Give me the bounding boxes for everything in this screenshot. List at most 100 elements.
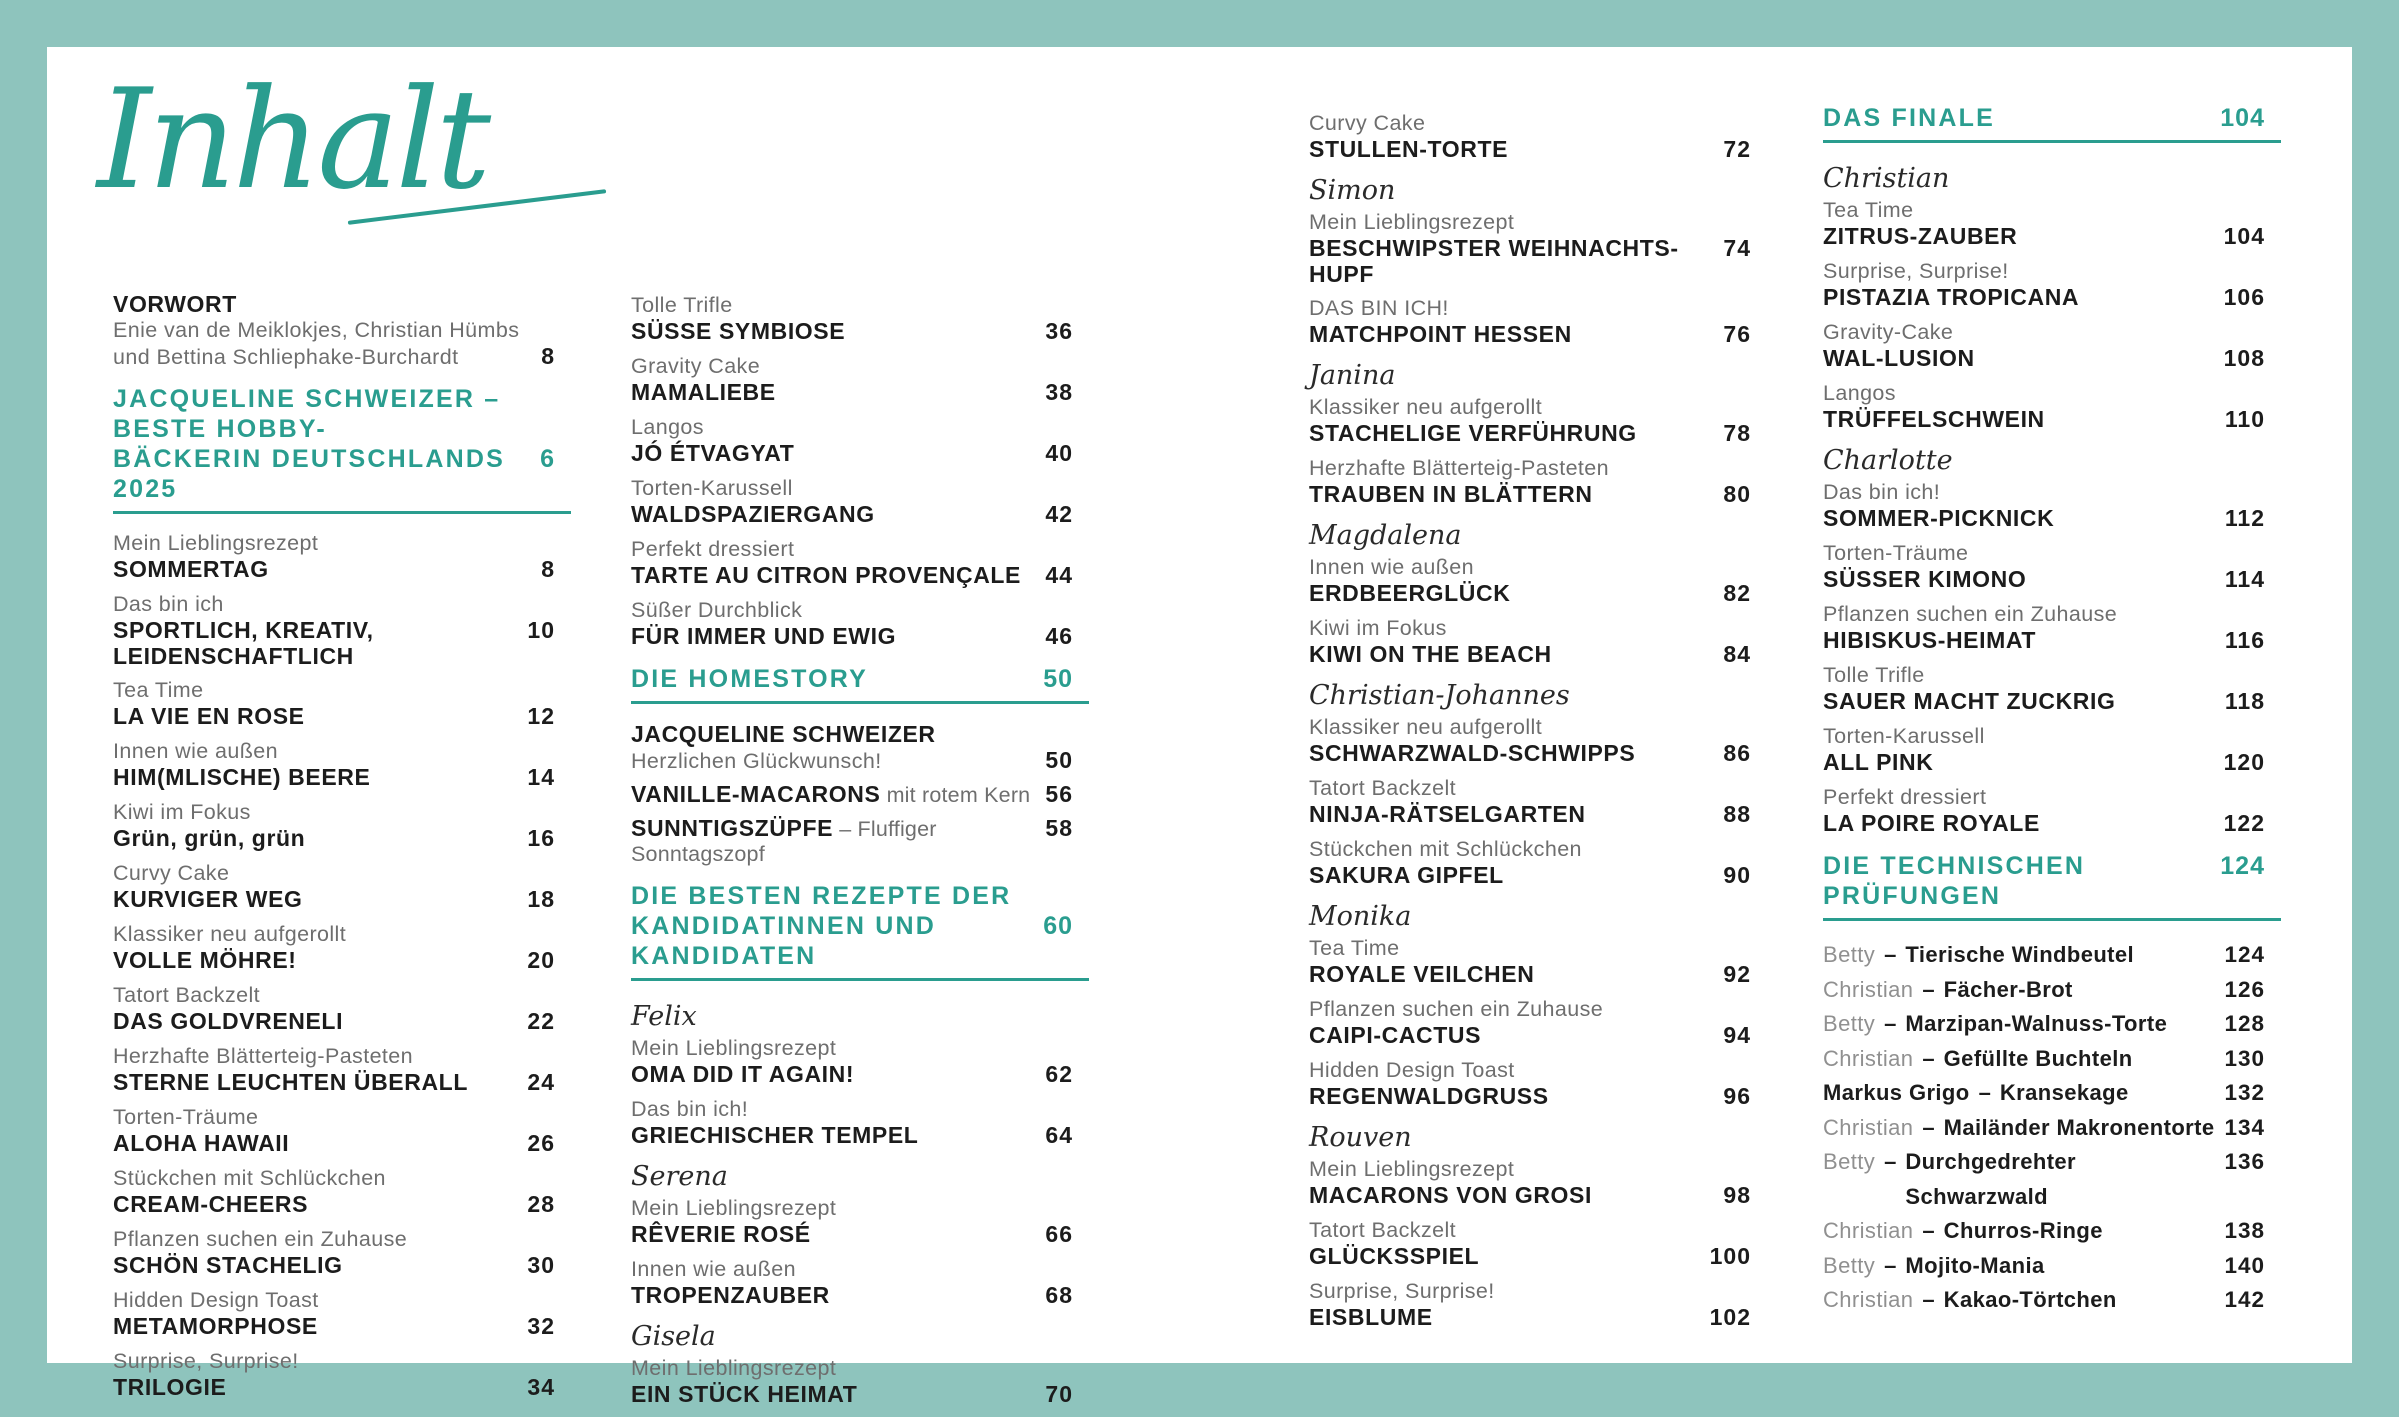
toc-entry: Kiwi im Fokus Grün, grün, grün 16	[113, 800, 571, 852]
entry-title: SOMMERTAG	[113, 555, 269, 582]
section-heading-row: DIE HOMESTORY 50	[631, 664, 1089, 694]
entry-row: VANILLE-MACARONS mit rotem Kern 56	[631, 781, 1089, 808]
toc-section-heading: DIE HOMESTORY 50	[631, 664, 1089, 704]
entry-title: BESCHWIPSTER WEIHNACHTS-HUPF	[1309, 235, 1679, 287]
entry-category: DAS BIN ICH!	[1309, 296, 1449, 320]
page-number: 142	[2224, 1287, 2265, 1312]
toc-entry: Surprise, Surprise! TRILOGIE 34	[113, 1349, 571, 1401]
entry-title: SPORTLICH, KREATIV, LEIDENSCHAFTLICH	[113, 616, 374, 669]
page-number: 100	[1709, 1243, 1751, 1269]
entry-category: Tatort Backzelt	[1309, 776, 1456, 800]
judge-name: Christian	[1823, 976, 1914, 1002]
entry-row: CREAM-CHEERS 28	[113, 1191, 571, 1218]
entry-row: MATCHPOINT HESSEN 76	[1309, 321, 1767, 348]
toc-entry: Herzhafte Blätterteig-Pasteten TRAUBEN IN…	[1309, 456, 1767, 508]
technical-challenge-row: Betty – Mojito-Mania 140	[1823, 1249, 2281, 1284]
technical-challenge-row: Betty – Tierische Windbeutel 124	[1823, 938, 2281, 973]
entry-category: Kiwi im Fokus	[113, 799, 251, 824]
entry-category: Süßer Durchblick	[631, 598, 803, 622]
section-heading-row: KANDIDATINNEN UND KANDIDATEN 60	[631, 911, 1089, 971]
contestant-name: Magdalena	[1309, 520, 1462, 551]
entry-title: SÜSSE SYMBIOSE	[631, 318, 846, 344]
toc-entry: Kiwi im Fokus KIWI ON THE BEACH 84	[1309, 616, 1767, 668]
toc-entry: Perfekt dressiert TARTE AU CITRON PROVENÇ…	[631, 537, 1089, 589]
entry-title: REGENWALDGRUSS	[1309, 1083, 1549, 1109]
page-number: 44	[1045, 562, 1073, 588]
entry-row: SPORTLICH, KREATIV, LEIDENSCHAFTLICH 10	[113, 617, 571, 669]
entry-row: LA VIE EN ROSE 12	[113, 703, 571, 730]
toc-section-heading: DIE TECHNISCHEN PRÜFUNGEN 124	[1823, 851, 2281, 921]
page-number: 94	[1723, 1022, 1751, 1048]
page-number: 128	[2224, 1011, 2265, 1036]
entry-title: OMA DID IT AGAIN!	[631, 1061, 855, 1087]
entry-category: Hidden Design Toast	[113, 1287, 319, 1312]
toc-entry: Torten-Träume SÜSSER KIMONO 114	[1823, 541, 2281, 593]
entry-row: CAIPI-CACTUS 94	[1309, 1022, 1767, 1049]
page-number: 98	[1723, 1182, 1751, 1208]
section-heading-row: DIE TECHNISCHEN PRÜFUNGEN 124	[1823, 851, 2281, 911]
page-number: 132	[2224, 1080, 2265, 1105]
entry-title: STACHELIGE VERFÜHRUNG	[1309, 420, 1637, 446]
page-number: 12	[527, 702, 555, 729]
page-number: 42	[1045, 501, 1073, 527]
entry-category: Langos	[1823, 381, 1896, 405]
page-number: 86	[1723, 740, 1751, 766]
page-number: 24	[527, 1068, 555, 1095]
entry-row: STERNE LEUCHTEN ÜBERALL 24	[113, 1069, 571, 1096]
entry-row: VOLLE MÖHRE! 20	[113, 947, 571, 974]
entry-row: LA POIRE ROYALE 122	[1823, 810, 2281, 837]
page-number: 62	[1045, 1061, 1073, 1087]
toc-entry: Innen wie außen TROPENZAUBER 68	[631, 1257, 1089, 1309]
entry-title: SCHÖN STACHELIG	[113, 1251, 343, 1278]
judge-name: Christian	[1823, 1287, 1914, 1312]
entry-row: METAMORPHOSE 32	[113, 1313, 571, 1340]
entry-title: HIM(MLISCHE) BEERE	[113, 763, 371, 790]
entry-row: BESCHWIPSTER WEIHNACHTS-HUPF 74	[1309, 235, 1767, 287]
entry-category: Hidden Design Toast	[1309, 1058, 1515, 1082]
page-number: 68	[1045, 1282, 1073, 1308]
toc-entry: Tea Time LA VIE EN ROSE 12	[113, 678, 571, 730]
toc-entry: Tatort Backzelt NINJA-RÄTSELGARTEN 88	[1309, 776, 1767, 828]
section-heading-text: DAS FINALE	[1823, 104, 1995, 132]
entry-title: PISTAZIA TROPICANA	[1823, 284, 2080, 310]
page-number: 108	[2223, 345, 2265, 371]
entry-row: SÜSSER KIMONO 114	[1823, 566, 2281, 593]
section-page-number: 104	[2220, 104, 2265, 132]
page-number: 28	[527, 1190, 555, 1217]
page-number: 32	[527, 1312, 555, 1339]
page-number: 140	[2224, 1252, 2265, 1278]
toc-entry: Stückchen mit Schlückchen SAKURA GIPFEL 90	[1309, 837, 1767, 889]
entry-row: SCHÖN STACHELIG 30	[113, 1252, 571, 1279]
entry-row: ALL PINK 120	[1823, 749, 2281, 776]
contestant-name: Simon	[1309, 175, 1396, 206]
dash-separator: –	[1884, 1149, 1897, 1174]
entry-title: ROYALE VEILCHEN	[1309, 961, 1535, 987]
toc-entry: DAS BIN ICH! MATCHPOINT HESSEN 76	[1309, 296, 1767, 348]
entry-title: CREAM-CHEERS	[113, 1190, 309, 1217]
page-title: Inhalt	[97, 59, 491, 220]
toc-section-heading: DIE BESTEN REZEPTE DER KANDIDATINNEN UND …	[631, 881, 1089, 981]
entry-category: Stückchen mit Schlückchen	[1309, 837, 1582, 861]
toc-entry: Serena Mein Lieblingsrezept RÊVERIE ROSÉ 66	[631, 1158, 1089, 1248]
entry-title: WALDSPAZIERGANG	[631, 501, 875, 527]
entry-title: LA POIRE ROYALE	[1823, 810, 2040, 836]
technical-challenge-row: Christian – Gefüllte Buchteln 130	[1823, 1042, 2281, 1077]
contestant-name: Gisela	[631, 1321, 716, 1352]
entry-row: ALOHA HAWAII 26	[113, 1130, 571, 1157]
entry-category: Perfekt dressiert	[1823, 785, 1987, 809]
entry-title: SAKURA GIPFEL	[1309, 862, 1504, 888]
entry-title: ZITRUS-ZAUBER	[1823, 223, 2018, 249]
entry-row: WALDSPAZIERGANG 42	[631, 501, 1089, 528]
page-number: 40	[1045, 440, 1073, 466]
entry-category: Tatort Backzelt	[1309, 1218, 1456, 1242]
entry-row: JÓ ÉTVAGYAT 40	[631, 440, 1089, 467]
entry-row: GRIECHISCHER TEMPEL 64	[631, 1122, 1089, 1149]
entry-title: MATCHPOINT HESSEN	[1309, 321, 1572, 347]
entry-category: Klassiker neu aufgerollt	[1309, 395, 1543, 419]
entry-category: Mein Lieblingsrezept	[1309, 1157, 1515, 1181]
entry-category: Pflanzen suchen ein Zuhause	[113, 1226, 408, 1251]
page-number: 88	[1723, 801, 1751, 827]
entry-category: Tolle Trifle	[631, 293, 733, 317]
entry-row: KIWI ON THE BEACH 84	[1309, 641, 1767, 668]
